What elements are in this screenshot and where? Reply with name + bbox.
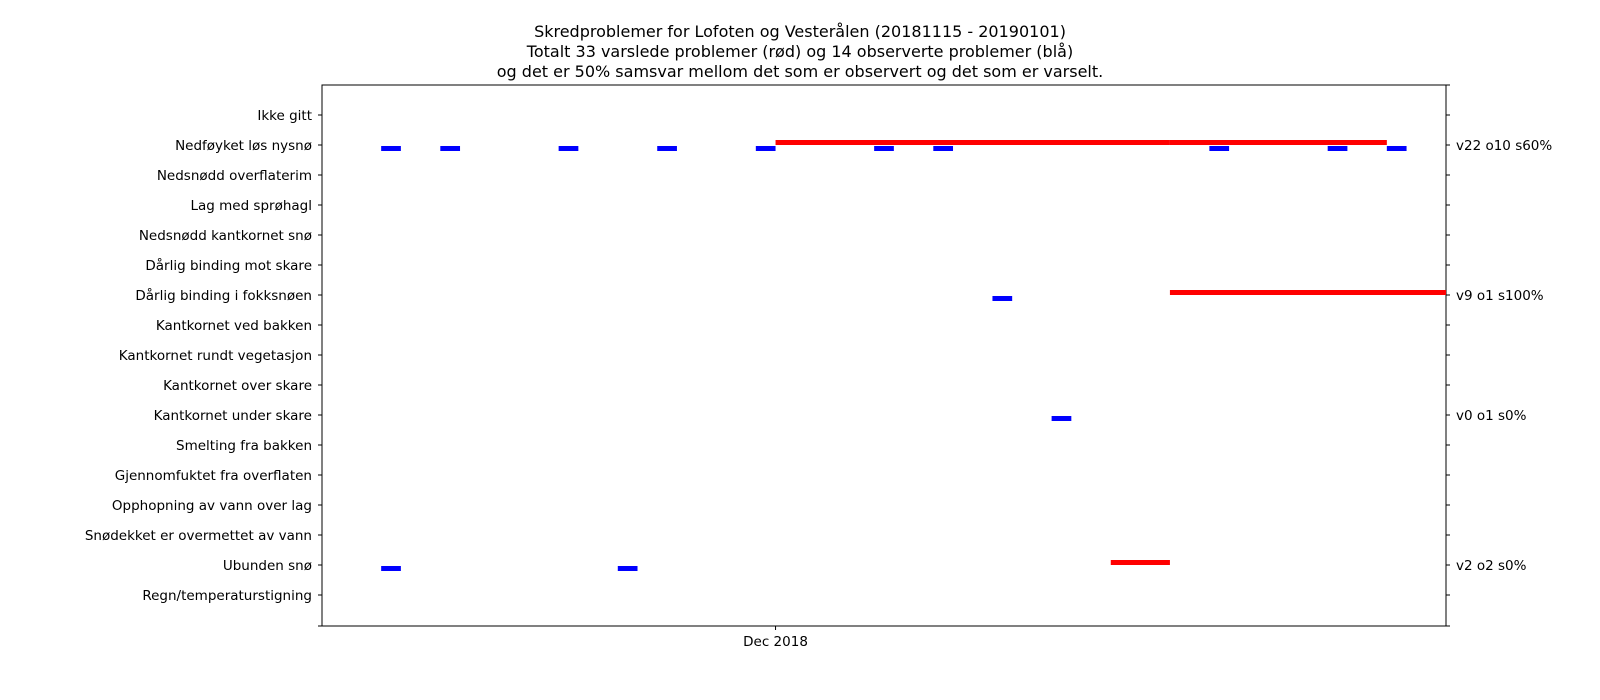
- forecast-bar: [1169, 140, 1387, 145]
- observed-bar: [558, 146, 579, 151]
- observed-bar: [1386, 146, 1407, 151]
- observed-bar: [1051, 416, 1072, 421]
- y-tick-label: Kantkornet ved bakken: [156, 318, 312, 334]
- y-tick-label: Gjennomfuktet fra overflaten: [115, 468, 312, 484]
- y-tick-label: Kantkornet under skare: [154, 408, 312, 424]
- y-tick-label: Dårlig binding mot skare: [145, 257, 312, 274]
- right-summary-label: v22 o10 s60%: [1456, 138, 1552, 154]
- y-tick-label: Ubunden snø: [223, 558, 312, 574]
- observed-bar: [933, 146, 954, 151]
- observed-bar: [617, 566, 638, 571]
- forecast-bar: [1169, 290, 1446, 295]
- observed-bar: [381, 566, 401, 571]
- observed-bar: [440, 146, 461, 151]
- x-axis: Dec 2018: [743, 626, 808, 650]
- title-line-2: Totalt 33 varslede problemer (rød) og 14…: [526, 42, 1074, 61]
- forecast-bar: [1110, 560, 1170, 565]
- y-tick-label: Nedføyket løs nysnø: [175, 138, 312, 154]
- title-line-1: Skredproblemer for Lofoten og Vesterålen…: [534, 22, 1066, 41]
- y-tick-label: Regn/temperaturstigning: [142, 588, 312, 604]
- plot-area: [321, 84, 1447, 627]
- observed-bar: [755, 146, 776, 151]
- y-tick-label: Nedsnødd overflaterim: [157, 168, 312, 184]
- right-summary-label: v0 o1 s0%: [1456, 408, 1527, 424]
- right-summary-label: v2 o2 s0%: [1456, 558, 1527, 574]
- y-axis: Ikke gitt Nedføyket løs nysnø Nedsnødd ove…: [85, 108, 322, 627]
- forecast-bar: [775, 140, 1170, 145]
- x-tick-label: Dec 2018: [743, 634, 808, 650]
- observed-bar: [1209, 146, 1230, 151]
- title-line-3: og det er 50% samsvar mellom det som er …: [496, 62, 1104, 81]
- observed-bar: [657, 146, 677, 151]
- right-summary-label: v9 o1 s100%: [1456, 288, 1544, 304]
- y-tick-label: Opphopning av vann over lag: [112, 498, 312, 514]
- y-tick-label: Kantkornet over skare: [163, 378, 312, 394]
- y-tick-label: Snødekket er overmettet av vann: [85, 528, 312, 544]
- y-tick-label: Smelting fra bakken: [176, 438, 312, 454]
- y-tick-label: Lag med sprøhagl: [190, 198, 312, 214]
- y-tick-label: Nedsnødd kantkornet snø: [139, 228, 312, 244]
- bar-segments: [381, 140, 1446, 571]
- y-tick-label: Ikke gitt: [257, 108, 312, 124]
- y-tick-label: Dårlig binding i fokksnøen: [135, 287, 312, 304]
- observed-bar: [381, 146, 401, 151]
- observed-bar: [874, 146, 894, 151]
- right-axis: v22 o10 s60% v9 o1 s100% v0 o1 s0% v2 o2 s0…: [1446, 84, 1552, 627]
- observed-bar: [1327, 146, 1348, 151]
- observed-bar: [992, 296, 1013, 301]
- y-tick-label: Kantkornet rundt vegetasjon: [119, 348, 312, 364]
